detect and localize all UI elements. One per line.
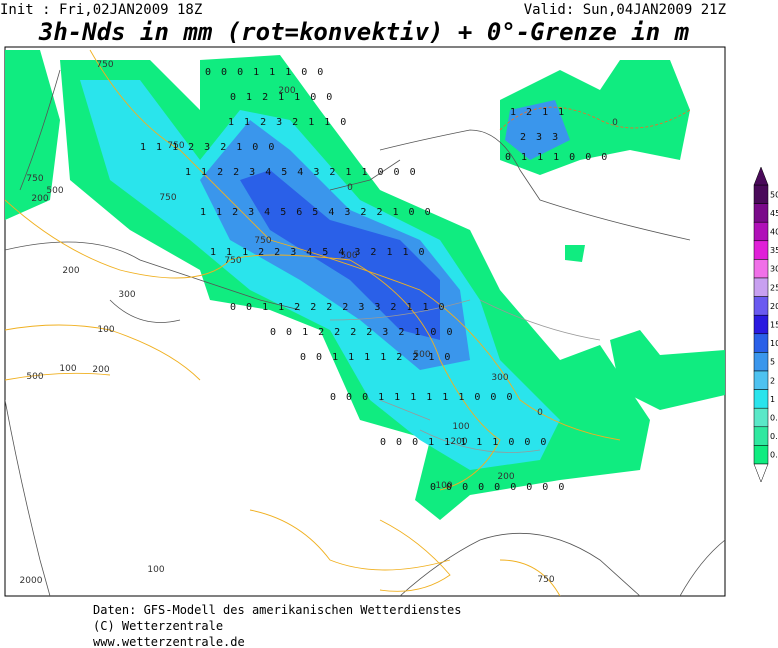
contour-label: 500 bbox=[26, 372, 43, 382]
precip-digit-row: 1 2 1 1 bbox=[510, 107, 566, 118]
contour-label: 750 bbox=[254, 236, 271, 246]
contour-label: 0 bbox=[347, 183, 353, 193]
freezing-contours bbox=[5, 49, 691, 596]
contour-label: 100 bbox=[435, 481, 452, 491]
valid-time: Valid: Sun,04JAN2009 21Z bbox=[524, 2, 726, 18]
legend-swatch bbox=[753, 352, 769, 372]
legend-label: 10 bbox=[770, 339, 778, 348]
legend-swatch bbox=[753, 221, 769, 242]
contour-label: 200 bbox=[450, 437, 467, 447]
legend-swatch bbox=[753, 203, 769, 223]
legend-label: 0.5 bbox=[770, 414, 778, 423]
contour-label: 750 bbox=[537, 575, 554, 585]
contour-label: 750 bbox=[167, 141, 184, 151]
contour-line bbox=[5, 199, 501, 491]
precip-digit-row: 0 1 1 1 0 0 0 bbox=[505, 152, 609, 163]
map-title: 3h-Nds in mm (rot=konvektiv) + 0°-Grenze… bbox=[38, 18, 690, 46]
legend-swatch bbox=[753, 184, 769, 204]
contour-convective bbox=[499, 106, 691, 131]
legend-label: 40 bbox=[770, 228, 778, 237]
legend-head bbox=[753, 166, 769, 186]
border bbox=[329, 299, 601, 453]
legend-label: 2 bbox=[770, 376, 775, 385]
precip-heavy bbox=[200, 100, 570, 370]
legend-swatch bbox=[753, 259, 769, 279]
precip-digit-row: 1 1 1 2 2 3 4 5 4 3 2 1 1 0 bbox=[210, 247, 427, 258]
precip-digit-row: 0 0 0 0 0 0 0 0 0 bbox=[430, 482, 566, 493]
legend-swatch bbox=[753, 314, 769, 335]
precip-digit-row: 1 1 2 2 3 4 5 4 3 2 1 1 0 0 0 bbox=[185, 167, 418, 178]
legend-swatch bbox=[753, 445, 769, 465]
contour-label: 100 bbox=[59, 364, 76, 374]
contour-label: 500 bbox=[46, 186, 63, 196]
precip-digit-row: 1 1 2 3 4 5 6 5 4 3 2 2 1 0 0 bbox=[200, 207, 433, 218]
precip-digit-row: 2 3 3 bbox=[520, 132, 560, 143]
contour-label: 0 bbox=[537, 408, 543, 418]
legend-swatch bbox=[753, 333, 769, 353]
precip-digit-row: 0 1 2 1 1 0 0 bbox=[230, 92, 334, 103]
precip-digit-row: 1 1 2 3 2 1 1 0 bbox=[228, 117, 348, 128]
legend-label: 25 bbox=[770, 283, 778, 292]
contour-line bbox=[5, 324, 561, 596]
contour-label: 100 bbox=[452, 422, 469, 432]
legend-label: 50 bbox=[770, 190, 778, 199]
footer-url: www.wetterzentrale.de bbox=[93, 635, 245, 648]
contour-label: 300 bbox=[118, 290, 135, 300]
footer-source: Daten: GFS-Modell des amerikanischen Wet… bbox=[93, 603, 461, 617]
precip-digit-row: 1 1 1 2 3 2 1 0 0 bbox=[140, 142, 276, 153]
legend-label: 20 bbox=[770, 302, 778, 311]
precip-digits: 0 0 0 1 1 1 0 0 0 1 2 1 1 0 0 1 1 2 3 2 1 … bbox=[140, 67, 609, 493]
precip-digit-row: 0 0 0 1 1 1 0 0 bbox=[205, 67, 325, 78]
precip-field bbox=[5, 50, 725, 520]
contour-label: 500 bbox=[340, 251, 357, 261]
precip-light-east bbox=[500, 60, 725, 410]
contour-label: 500 bbox=[413, 350, 430, 360]
precip-digit-row: 0 0 0 1 1 1 1 1 0 0 0 bbox=[380, 437, 548, 448]
contour-label: 2000 bbox=[20, 576, 43, 586]
contour-label: 200 bbox=[62, 266, 79, 276]
legend-label: 30 bbox=[770, 265, 778, 274]
legend-label: 0.1 bbox=[770, 451, 778, 460]
legend-swatch bbox=[753, 426, 769, 446]
contour-label: 200 bbox=[497, 472, 514, 482]
contour-label: 100 bbox=[97, 325, 114, 335]
contour-label: 200 bbox=[31, 194, 48, 204]
legend-label: 35 bbox=[770, 246, 778, 255]
legend-swatch bbox=[753, 296, 769, 316]
legend-label: 1 bbox=[770, 395, 775, 404]
coastline bbox=[5, 69, 725, 596]
legend: 50 45 40 35 30 25 20 15 10 5 2 1 0.5 0.2 0.1 bbox=[753, 166, 778, 483]
legend-swatch bbox=[753, 240, 769, 260]
init-time: Init : Fri,02JAN2009 18Z bbox=[0, 2, 202, 18]
contour-label: 100 bbox=[147, 565, 164, 575]
contour-label: 750 bbox=[96, 60, 113, 70]
precip-very-heavy bbox=[240, 170, 440, 340]
legend-swatch bbox=[753, 389, 769, 409]
precip-digit-row: 0 0 0 1 1 1 1 1 1 0 0 0 bbox=[330, 392, 514, 403]
legend-tail bbox=[753, 463, 769, 483]
contour-label: 200 bbox=[278, 86, 295, 96]
coastlines bbox=[5, 69, 725, 596]
legend-label: 45 bbox=[770, 209, 778, 218]
contour-label: 200 bbox=[92, 365, 109, 375]
legend-label: 5 bbox=[770, 358, 775, 367]
contour-label: 300 bbox=[491, 373, 508, 383]
legend-label: 0.2 bbox=[770, 432, 778, 441]
precip-digit-row: 0 0 1 1 1 1 2 2 1 0 bbox=[300, 352, 452, 363]
contour-label: 750 bbox=[26, 174, 43, 184]
legend-swatch bbox=[753, 407, 769, 428]
legend-label: 15 bbox=[770, 321, 778, 330]
footer-copyright: (C) Wetterzentrale bbox=[93, 619, 223, 633]
contour-line bbox=[89, 49, 621, 441]
legend-swatch bbox=[753, 370, 769, 390]
legend-swatch bbox=[753, 277, 769, 297]
precip-digit-row: 0 0 1 1 2 2 2 2 3 3 2 1 1 0 bbox=[230, 302, 447, 313]
contour-label: 0 bbox=[612, 118, 618, 128]
contour-label: 750 bbox=[159, 193, 176, 203]
contour-label: 750 bbox=[224, 256, 241, 266]
precip-digit-row: 0 0 1 2 2 2 2 3 2 1 0 0 bbox=[270, 327, 454, 338]
